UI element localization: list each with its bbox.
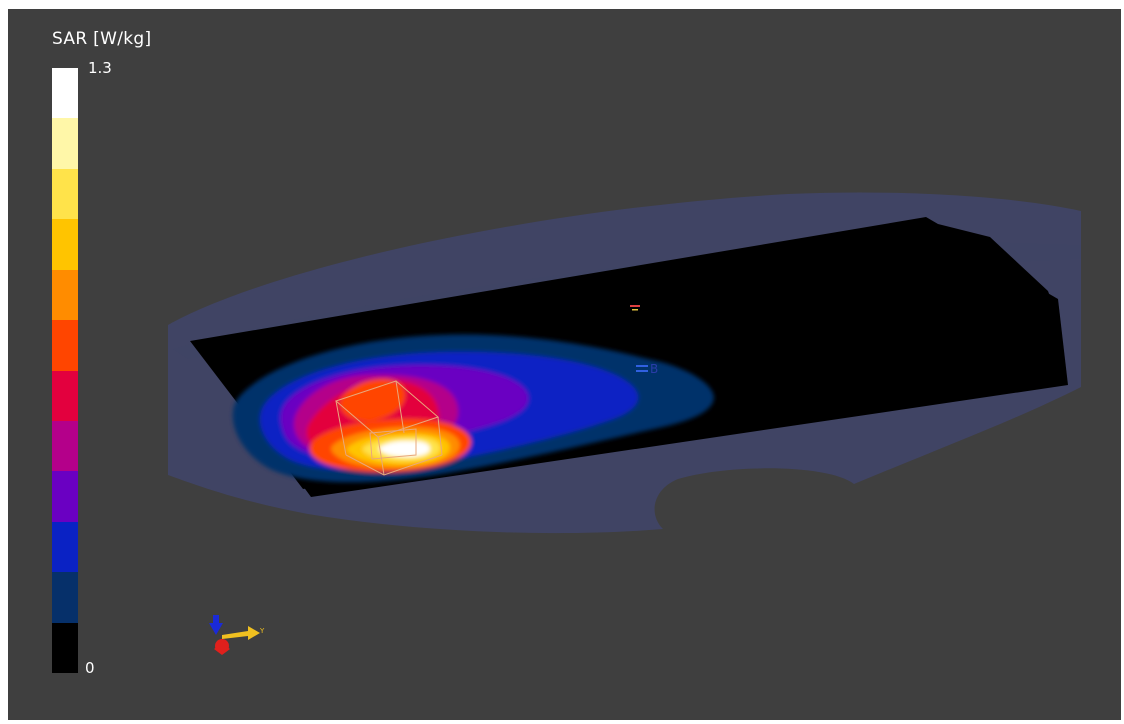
colorbar-swatch	[52, 269, 78, 321]
sar-colorbar	[52, 68, 78, 674]
contour-level-10	[378, 440, 430, 457]
colorbar-swatch	[52, 219, 78, 270]
colorbar-title: SAR [W/kg]	[52, 29, 152, 49]
y-axis-label: Y	[259, 627, 265, 635]
colorbar-swatch	[52, 521, 78, 573]
colorbar-swatch	[52, 118, 78, 169]
reference-marker	[630, 305, 640, 311]
colorbar-swatch	[52, 168, 78, 220]
3d-viewport[interactable]: SAR [W/kg] 1.3 0	[8, 9, 1121, 720]
colorbar-swatch	[52, 572, 78, 623]
contour-level-6	[339, 379, 406, 422]
colorbar-swatch	[52, 320, 78, 371]
probe-box-wireframe	[335, 380, 443, 476]
colorbar-swatch	[52, 622, 78, 674]
b-marker: B	[636, 362, 658, 376]
colorbar-swatch	[52, 68, 78, 119]
colorbar-min-label: 0	[85, 659, 95, 677]
b-marker-label: B	[650, 362, 658, 376]
colorbar-swatch	[52, 370, 78, 421]
colorbar-max-label: 1.3	[88, 59, 112, 77]
sar-scene: B Y	[168, 192, 1081, 655]
colorbar-swatch	[52, 420, 78, 472]
axes-triad: Y	[209, 615, 265, 655]
colorbar-swatch	[52, 471, 78, 522]
